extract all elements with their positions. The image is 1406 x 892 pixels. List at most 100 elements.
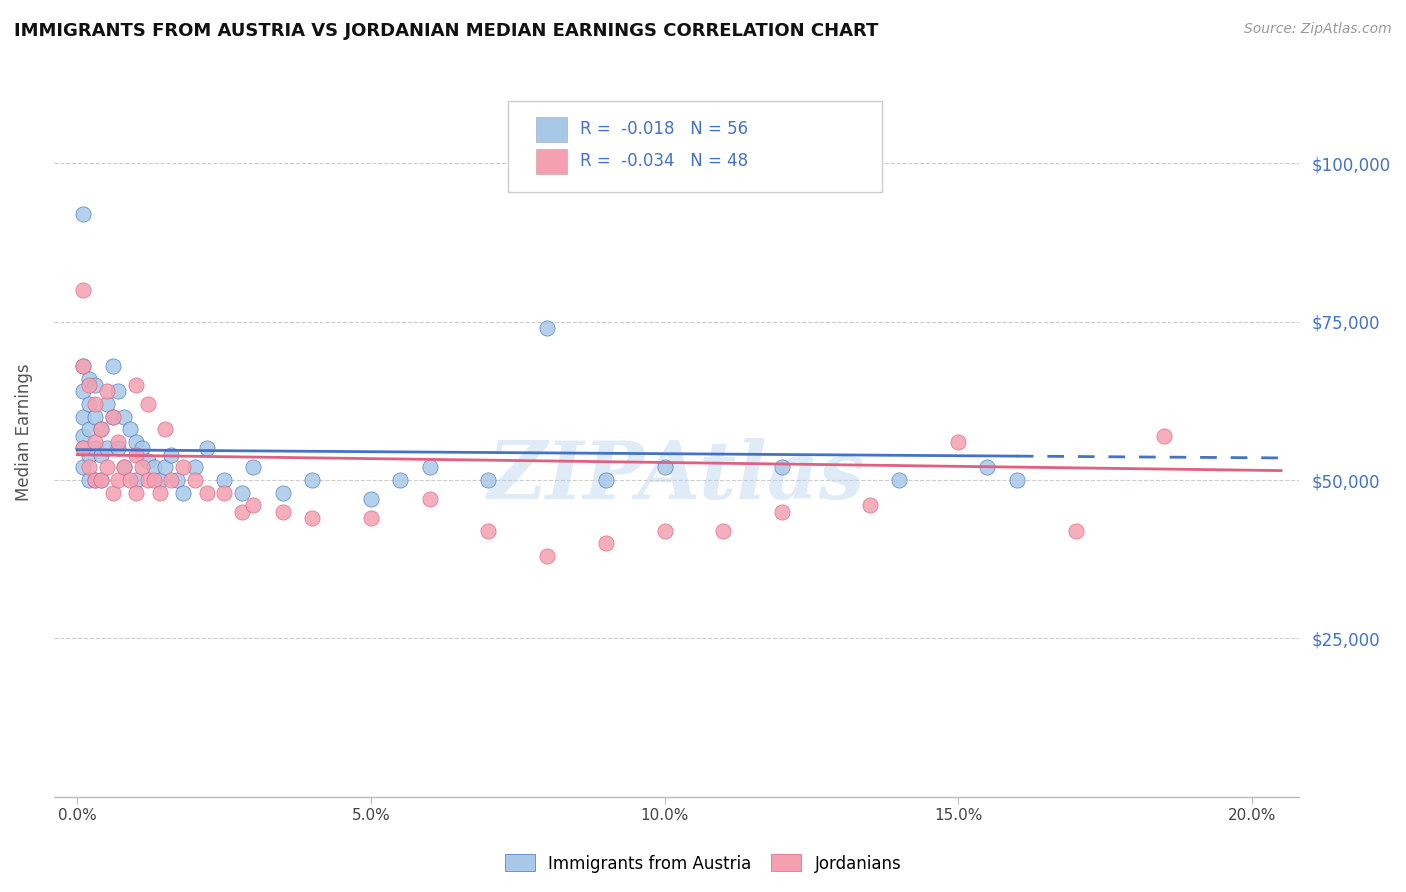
Point bbox=[72, 442, 94, 456]
Point bbox=[536, 321, 558, 335]
Point bbox=[96, 384, 118, 399]
Point bbox=[184, 473, 207, 487]
Point bbox=[859, 499, 882, 513]
Point bbox=[77, 460, 100, 475]
Point bbox=[107, 473, 129, 487]
Point bbox=[84, 473, 107, 487]
Point bbox=[125, 378, 148, 392]
Point bbox=[72, 283, 94, 297]
Point bbox=[72, 207, 94, 221]
Point bbox=[360, 492, 382, 507]
Point bbox=[101, 359, 124, 373]
Point bbox=[155, 460, 177, 475]
Y-axis label: Median Earnings: Median Earnings bbox=[15, 364, 32, 501]
Text: IMMIGRANTS FROM AUSTRIA VS JORDANIAN MEDIAN EARNINGS CORRELATION CHART: IMMIGRANTS FROM AUSTRIA VS JORDANIAN MED… bbox=[14, 22, 879, 40]
Point bbox=[90, 448, 112, 462]
Point bbox=[148, 473, 170, 487]
Point bbox=[72, 442, 94, 456]
Point bbox=[77, 473, 100, 487]
FancyBboxPatch shape bbox=[536, 149, 567, 174]
Point bbox=[654, 524, 676, 538]
Point bbox=[536, 549, 558, 563]
Text: Source: ZipAtlas.com: Source: ZipAtlas.com bbox=[1244, 22, 1392, 37]
Point bbox=[84, 397, 107, 411]
Point bbox=[84, 378, 107, 392]
FancyBboxPatch shape bbox=[536, 118, 567, 142]
Point bbox=[271, 505, 294, 519]
Text: R =  -0.018   N = 56: R = -0.018 N = 56 bbox=[581, 120, 748, 138]
Point bbox=[770, 460, 793, 475]
Point bbox=[477, 524, 499, 538]
Point bbox=[946, 435, 969, 450]
Legend: Immigrants from Austria, Jordanians: Immigrants from Austria, Jordanians bbox=[498, 847, 908, 880]
Point bbox=[301, 473, 323, 487]
Point bbox=[711, 524, 734, 538]
Point bbox=[212, 473, 235, 487]
Point bbox=[72, 384, 94, 399]
Point bbox=[419, 460, 441, 475]
Point bbox=[72, 429, 94, 443]
Point bbox=[770, 505, 793, 519]
Point bbox=[84, 442, 107, 456]
Point bbox=[90, 473, 112, 487]
Point bbox=[160, 448, 183, 462]
Point bbox=[125, 473, 148, 487]
Point bbox=[96, 397, 118, 411]
Point bbox=[107, 435, 129, 450]
Point bbox=[84, 409, 107, 424]
Text: ZIPAtlas: ZIPAtlas bbox=[488, 438, 865, 515]
FancyBboxPatch shape bbox=[508, 102, 882, 193]
Point bbox=[77, 448, 100, 462]
Point bbox=[195, 442, 218, 456]
Point bbox=[72, 359, 94, 373]
Point bbox=[184, 460, 207, 475]
Point bbox=[72, 409, 94, 424]
Point bbox=[96, 460, 118, 475]
Point bbox=[120, 473, 142, 487]
Point bbox=[131, 460, 153, 475]
Point bbox=[72, 359, 94, 373]
Point bbox=[142, 473, 165, 487]
Point bbox=[172, 460, 194, 475]
Point bbox=[125, 448, 148, 462]
Point bbox=[77, 422, 100, 436]
Point bbox=[271, 485, 294, 500]
Point bbox=[112, 460, 135, 475]
Point bbox=[142, 460, 165, 475]
Point bbox=[107, 442, 129, 456]
Point bbox=[477, 473, 499, 487]
Point bbox=[136, 473, 159, 487]
Point bbox=[84, 473, 107, 487]
Point bbox=[101, 485, 124, 500]
Point bbox=[172, 485, 194, 500]
Point bbox=[96, 442, 118, 456]
Point bbox=[595, 536, 617, 550]
Point bbox=[84, 435, 107, 450]
Point bbox=[120, 422, 142, 436]
Point bbox=[72, 460, 94, 475]
Point bbox=[101, 409, 124, 424]
Point bbox=[1153, 429, 1175, 443]
Point bbox=[112, 409, 135, 424]
Point bbox=[125, 435, 148, 450]
Point bbox=[77, 378, 100, 392]
Point bbox=[90, 422, 112, 436]
Point bbox=[1005, 473, 1028, 487]
Point bbox=[242, 460, 264, 475]
Point bbox=[90, 473, 112, 487]
Point bbox=[77, 397, 100, 411]
Point bbox=[419, 492, 441, 507]
Point bbox=[155, 422, 177, 436]
Point bbox=[595, 473, 617, 487]
Point bbox=[654, 460, 676, 475]
Point bbox=[136, 454, 159, 468]
Point bbox=[889, 473, 911, 487]
Point bbox=[77, 372, 100, 386]
Point bbox=[242, 499, 264, 513]
Point bbox=[90, 422, 112, 436]
Point bbox=[160, 473, 183, 487]
Point bbox=[136, 397, 159, 411]
Point bbox=[112, 460, 135, 475]
Point bbox=[389, 473, 412, 487]
Point bbox=[101, 409, 124, 424]
